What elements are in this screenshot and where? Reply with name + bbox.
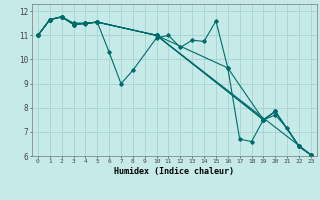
X-axis label: Humidex (Indice chaleur): Humidex (Indice chaleur) — [115, 167, 234, 176]
